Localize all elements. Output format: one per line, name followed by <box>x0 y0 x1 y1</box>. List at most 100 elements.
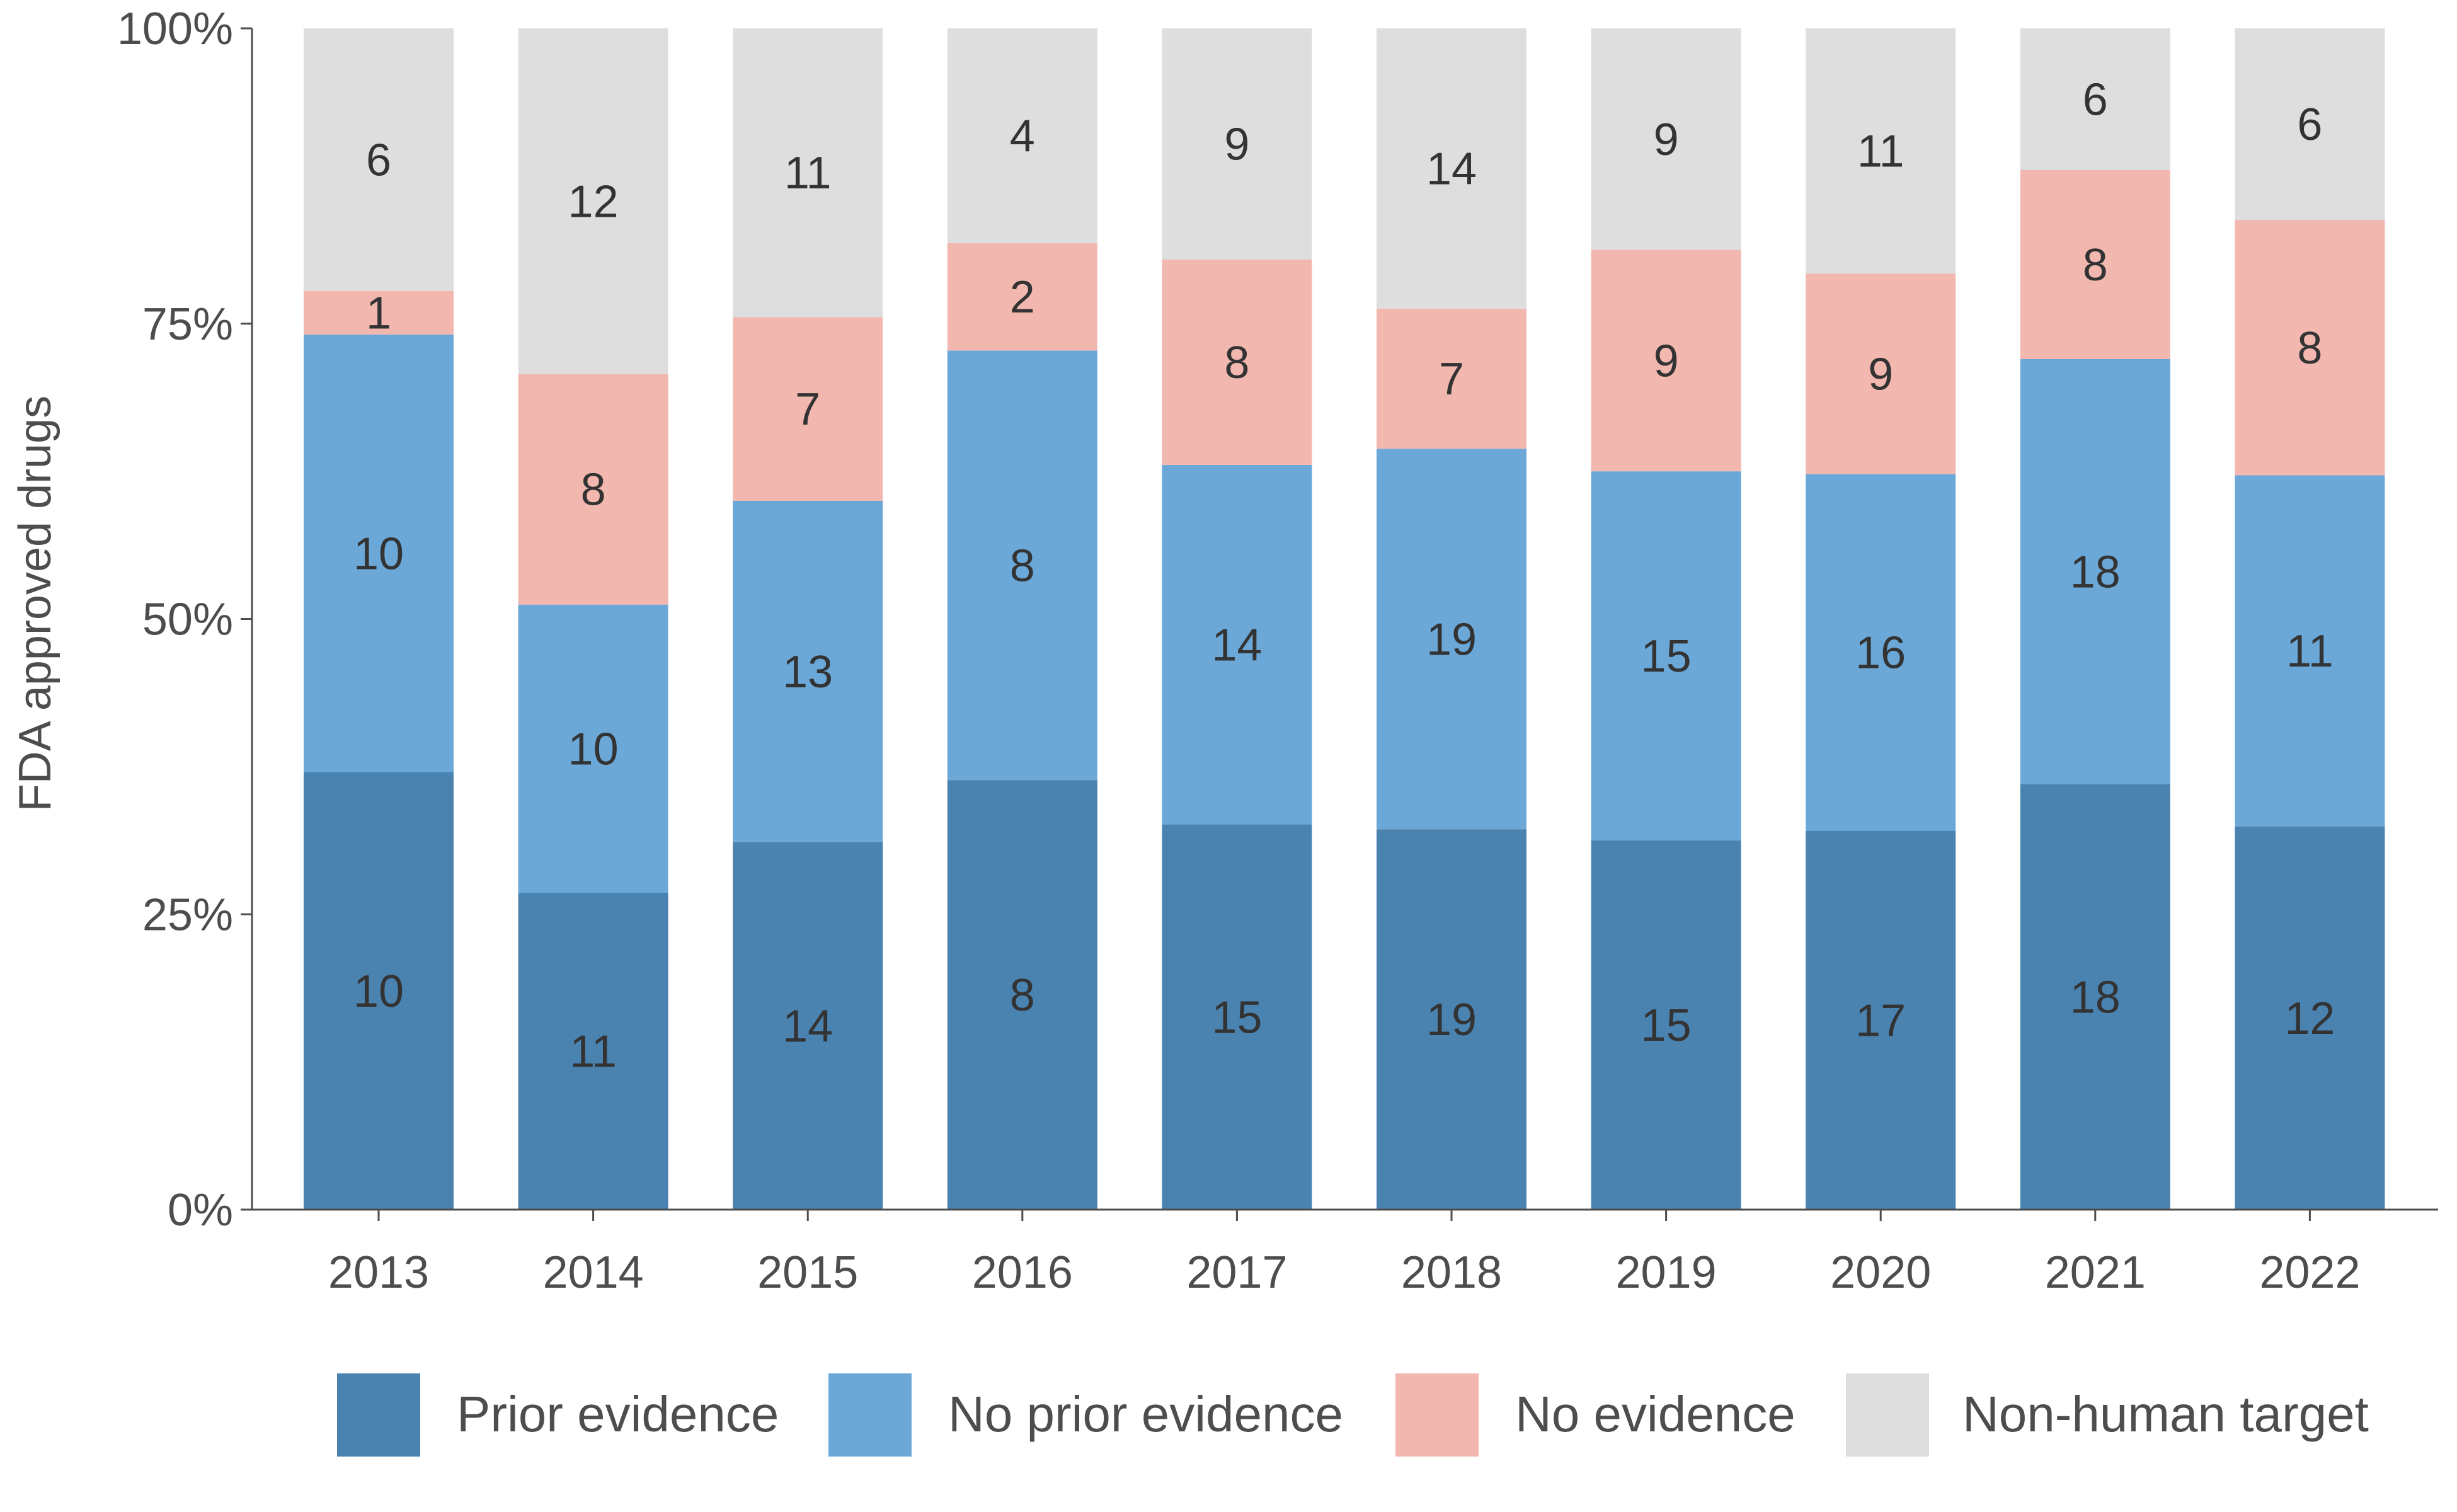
data-label-2022-series-2: 11 <box>2286 626 2334 677</box>
legend-swatch <box>1846 1373 1929 1457</box>
data-label-2015-series-1: 14 <box>782 1001 833 1051</box>
bar-segment-2015-series-3 <box>733 317 883 501</box>
bar-segment-2021-series-1 <box>2020 784 2170 1210</box>
legend-item-4: Non-human target <box>1846 1373 2369 1457</box>
data-label-2019-series-2: 15 <box>1641 631 1692 682</box>
data-label-2017-series-1: 15 <box>1211 992 1262 1043</box>
data-label-2018-series-4: 14 <box>1426 144 1477 194</box>
bar-segment-2018-series-1 <box>1377 829 1526 1210</box>
bars-layer <box>304 28 2385 1210</box>
data-label-2022-series-1: 12 <box>2284 994 2335 1044</box>
bar-segment-2022-series-4 <box>2235 28 2385 220</box>
data-label-2015-series-2: 13 <box>782 647 833 697</box>
x-tick-label: 2021 <box>2045 1247 2146 1298</box>
legend-swatch <box>1395 1373 1479 1457</box>
data-label-2022-series-3: 8 <box>2297 323 2322 374</box>
y-tick-label: 50% <box>142 595 233 645</box>
bar-segment-2016-series-1 <box>947 780 1097 1210</box>
data-label-2021-series-4: 6 <box>2083 75 2108 125</box>
bar-segment-2015-series-4 <box>733 28 883 318</box>
data-label-2018-series-3: 7 <box>1439 354 1464 404</box>
bar-segment-2014-series-2 <box>518 604 668 893</box>
legend-item-2: No prior evidence <box>828 1373 1343 1457</box>
bar-segment-2019-series-3 <box>1591 249 1741 472</box>
legend-item-1: Prior evidence <box>337 1373 779 1457</box>
bar-segment-2013-series-2 <box>304 335 454 772</box>
bar-segment-2015-series-1 <box>733 842 883 1210</box>
data-label-2013-series-4: 6 <box>366 135 391 185</box>
bar-segment-2021-series-4 <box>2020 28 2170 170</box>
legend-label: Prior evidence <box>457 1386 779 1442</box>
data-label-2017-series-3: 8 <box>1224 338 1249 388</box>
data-label-2019-series-4: 9 <box>1654 115 1679 165</box>
x-tick-label: 2019 <box>1616 1247 1717 1298</box>
bar-segment-2021-series-3 <box>2020 170 2170 359</box>
bar-segment-2022-series-3 <box>2235 220 2385 476</box>
legend: Prior evidence No prior evidence No eviden… <box>337 1373 2369 1457</box>
x-tick-label: 2015 <box>757 1247 858 1298</box>
data-label-2022-series-4: 6 <box>2297 100 2322 150</box>
bar-segment-2017-series-1 <box>1162 824 1312 1210</box>
bar-segment-2019-series-1 <box>1591 840 1741 1210</box>
bar-segment-2017-series-2 <box>1162 464 1312 825</box>
data-label-2016-series-1: 8 <box>1010 970 1035 1021</box>
data-label-2020-series-4: 11 <box>1857 127 1904 177</box>
data-label-2016-series-4: 4 <box>1010 111 1035 161</box>
bar-segment-2015-series-2 <box>733 501 883 842</box>
y-tick-label: 0% <box>168 1185 233 1235</box>
x-tick-label: 2018 <box>1401 1247 1502 1298</box>
bar-segment-2016-series-2 <box>947 350 1097 781</box>
data-label-2015-series-3: 7 <box>795 384 820 435</box>
bar-segment-2018-series-2 <box>1377 449 1526 830</box>
data-label-2017-series-4: 9 <box>1224 119 1249 169</box>
bar-labels-layer: 1010161110812141371188241514891919714151… <box>353 75 2335 1077</box>
bar-segment-2017-series-3 <box>1162 259 1312 465</box>
data-label-2017-series-2: 14 <box>1211 620 1262 670</box>
bar-segment-2020-series-2 <box>1806 474 1956 831</box>
x-tick-label: 2022 <box>2259 1247 2360 1298</box>
data-label-2021-series-2: 18 <box>2070 547 2121 598</box>
data-label-2014-series-3: 8 <box>581 465 606 515</box>
y-tick-label: 100% <box>117 4 233 54</box>
y-axis-title: FDA approved drugs <box>10 396 60 811</box>
bar-segment-2014-series-1 <box>518 892 668 1210</box>
bar-segment-2018-series-4 <box>1377 28 1526 309</box>
data-label-2020-series-1: 17 <box>1855 995 1906 1046</box>
bar-segment-2020-series-4 <box>1806 28 1956 274</box>
data-label-2016-series-2: 8 <box>1010 541 1035 591</box>
data-label-2013-series-3: 1 <box>366 288 391 338</box>
bar-segment-2019-series-2 <box>1591 471 1741 841</box>
legend-swatch <box>337 1373 420 1457</box>
bar-segment-2022-series-2 <box>2235 475 2385 827</box>
data-label-2021-series-1: 18 <box>2070 973 2121 1023</box>
bar-segment-2021-series-2 <box>2020 359 2170 784</box>
x-tick-label: 2017 <box>1186 1247 1287 1298</box>
legend-item-3: No evidence <box>1395 1373 1796 1457</box>
data-label-2019-series-3: 9 <box>1654 336 1679 386</box>
y-tick-label: 75% <box>142 299 233 350</box>
data-label-2018-series-1: 19 <box>1426 995 1477 1045</box>
data-label-2014-series-1: 11 <box>570 1026 617 1077</box>
bar-segment-2016-series-3 <box>947 243 1097 351</box>
legend-label: No prior evidence <box>948 1386 1343 1442</box>
legend-label: No evidence <box>1515 1386 1796 1442</box>
data-label-2014-series-2: 10 <box>568 724 619 774</box>
bar-segment-2020-series-1 <box>1806 830 1956 1210</box>
bar-segment-2013-series-3 <box>304 290 454 335</box>
data-label-2019-series-1: 15 <box>1641 1000 1692 1051</box>
x-axis-ticks: 2013 2014 2015 2016 2017 2018 2019 2020 2021 2022 <box>328 1210 2360 1298</box>
legend-swatch <box>828 1373 912 1457</box>
bar-segment-2014-series-3 <box>518 374 668 605</box>
data-label-2013-series-1: 10 <box>353 966 404 1017</box>
data-label-2018-series-2: 19 <box>1426 614 1477 665</box>
bar-segment-2020-series-3 <box>1806 273 1956 474</box>
data-label-2015-series-4: 11 <box>784 148 832 198</box>
bar-segment-2016-series-4 <box>947 28 1097 243</box>
x-tick-label: 2013 <box>328 1247 429 1298</box>
data-label-2021-series-3: 8 <box>2083 240 2108 290</box>
data-label-2020-series-2: 16 <box>1855 628 1906 679</box>
y-tick-label: 25% <box>142 890 233 940</box>
data-label-2020-series-3: 9 <box>1868 349 1893 399</box>
x-tick-label: 2014 <box>543 1247 644 1298</box>
